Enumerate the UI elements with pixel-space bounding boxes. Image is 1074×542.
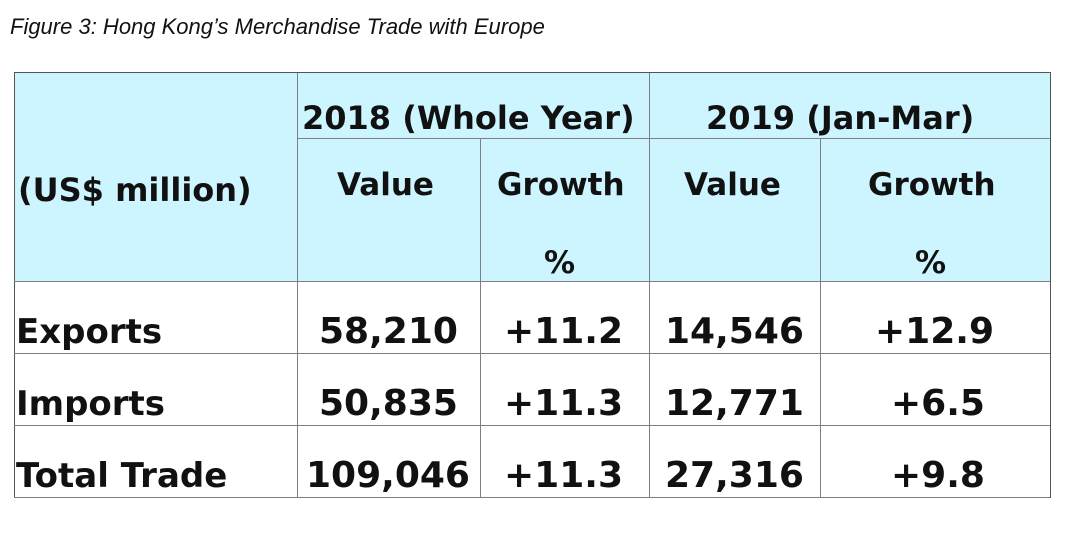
trade-table: 2018 (Whole Year) 2019 (Jan-Mar) (US$ mi… [14,72,1051,498]
figure-caption: Figure 3: Hong Kong’s Merchandise Trade … [10,14,545,39]
imports-growth-2018: +11.3 [504,383,623,424]
grid-line [820,138,821,498]
unit-label: (US$ million) [18,171,252,209]
total-value-2018: 109,046 [306,455,470,496]
exports-growth-2019: +12.9 [875,311,994,352]
row-label-total-trade: Total Trade [16,456,228,496]
total-growth-2018: +11.3 [504,455,623,496]
grid-line [14,281,1050,282]
exports-growth-2018: +11.2 [504,311,623,352]
growth-2019-header: Growth [868,167,996,203]
grid-line [1050,72,1051,498]
value-2019-header: Value [684,167,781,203]
imports-growth-2019: +6.5 [891,383,985,424]
row-label-exports: Exports [16,312,163,352]
exports-value-2019: 14,546 [665,311,804,352]
grid-line [14,353,1050,354]
grid-line [480,138,481,498]
total-value-2019: 27,316 [665,455,804,496]
year-2018-header: 2018 (Whole Year) [302,99,635,137]
total-growth-2019: +9.8 [891,455,985,496]
header-background [14,72,1050,281]
percent-2018-header: % [544,245,576,281]
grid-line [14,497,1050,498]
grid-line [649,72,650,498]
grid-line [14,425,1050,426]
growth-2018-header: Growth [497,167,625,203]
percent-2019-header: % [915,245,947,281]
imports-value-2018: 50,835 [319,383,458,424]
value-2018-header: Value [337,167,434,203]
imports-value-2019: 12,771 [665,383,804,424]
row-label-imports: Imports [16,384,166,424]
grid-line [297,138,1050,139]
grid-line [14,72,1050,73]
exports-value-2018: 58,210 [319,311,458,352]
year-2019-header: 2019 (Jan-Mar) [706,99,975,137]
grid-line [297,72,298,498]
grid-line [14,72,15,498]
